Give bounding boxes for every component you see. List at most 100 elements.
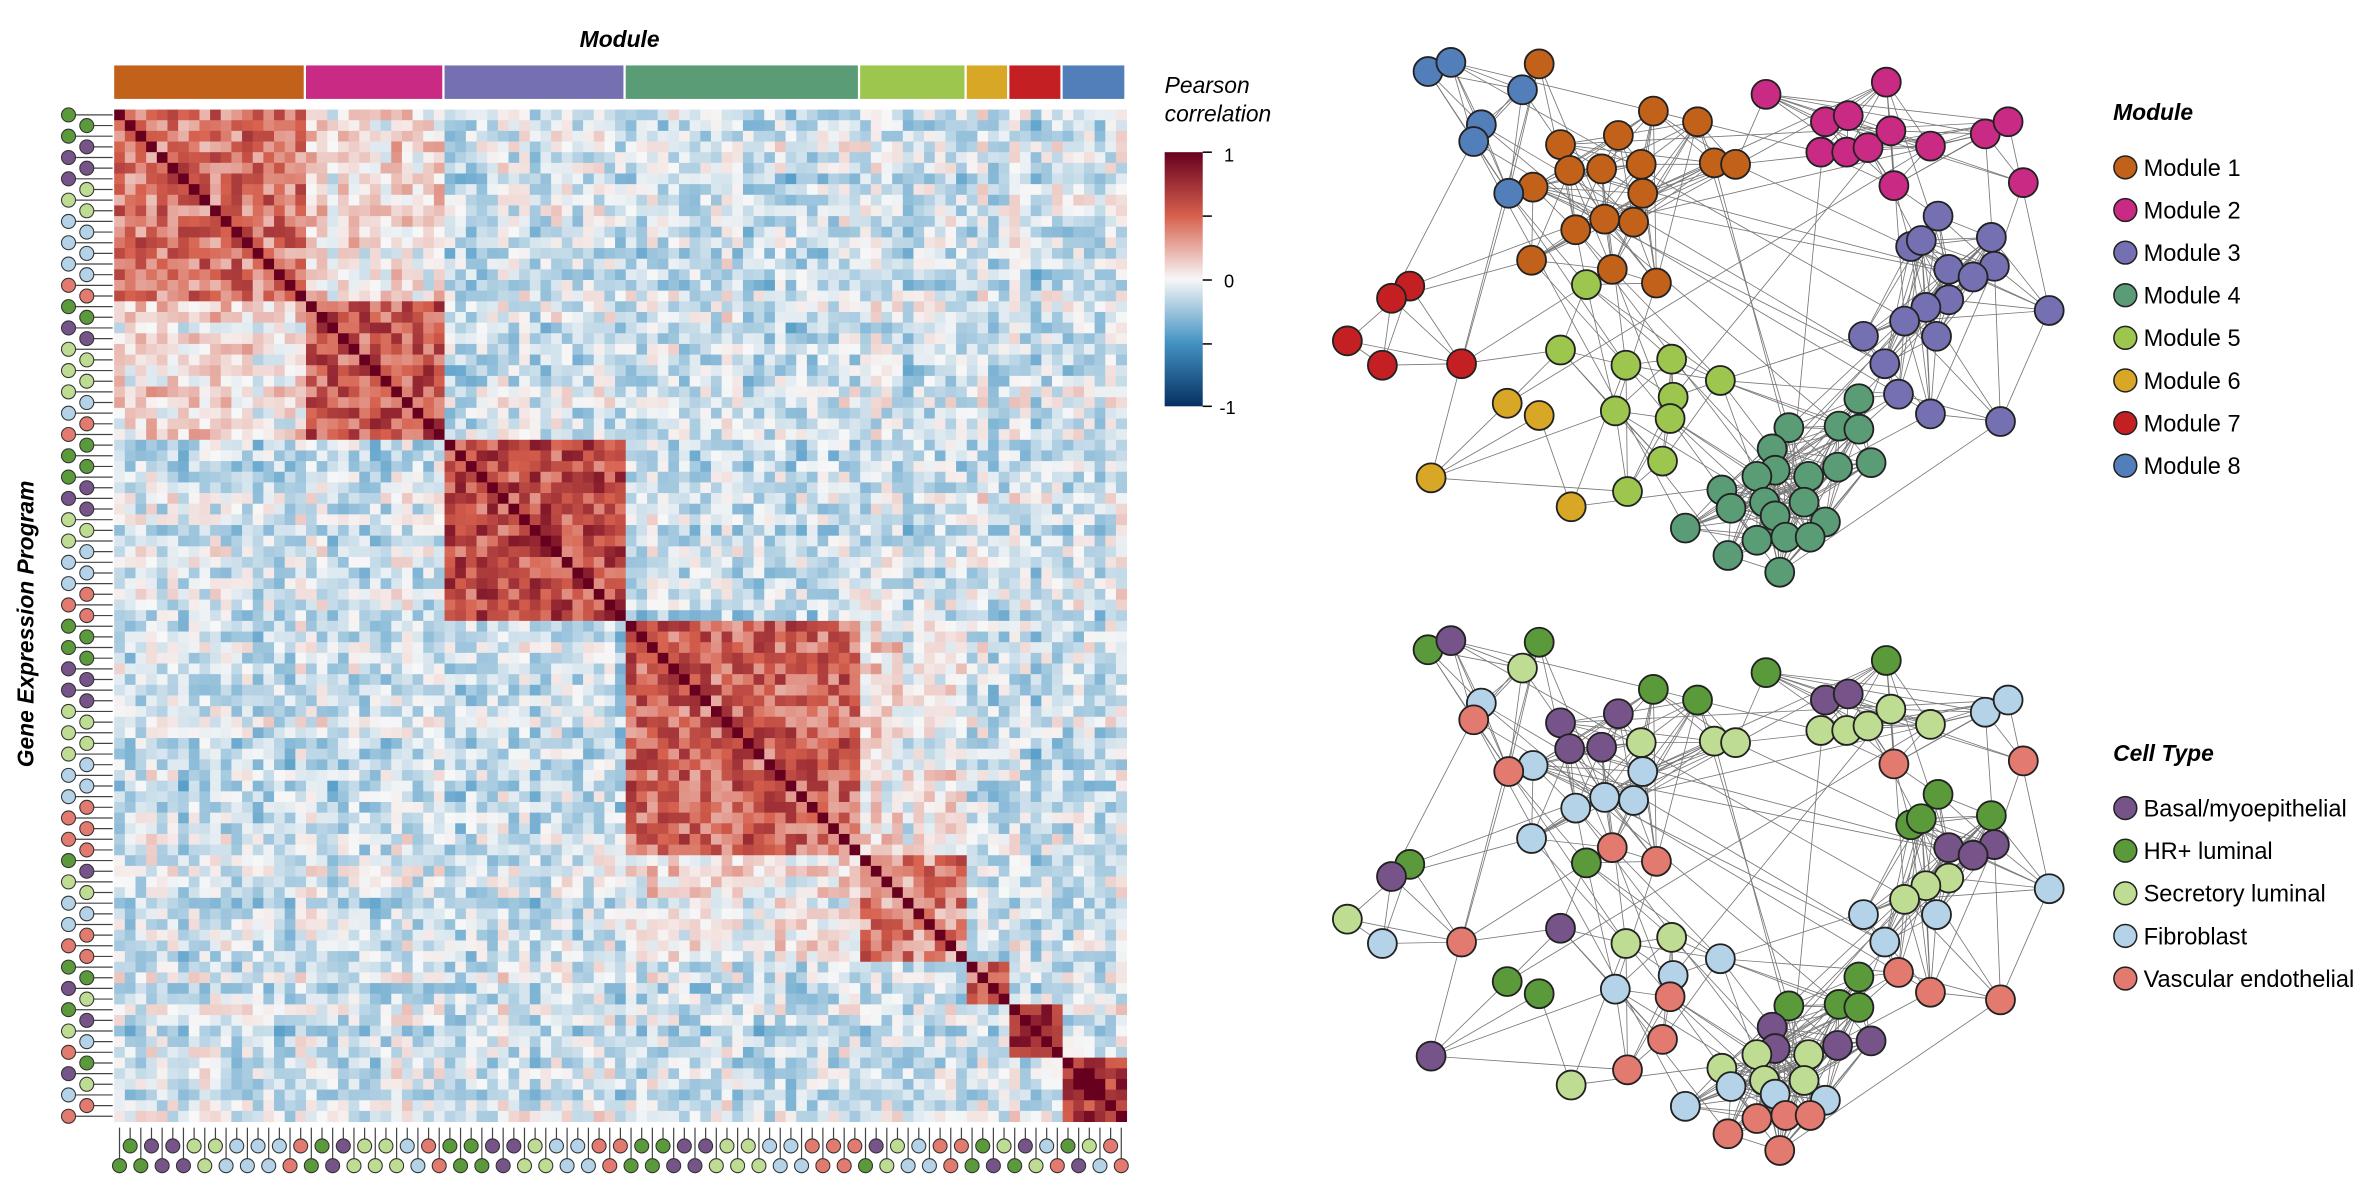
heatmap-cell	[1105, 525, 1117, 537]
heatmap-cell	[242, 290, 254, 302]
heatmap-cell	[913, 375, 925, 387]
heatmap-cell	[242, 311, 254, 324]
heatmap-cell	[732, 642, 744, 654]
heatmap-cell	[369, 397, 382, 409]
heatmap-cell	[455, 333, 467, 345]
heatmap-cell	[710, 407, 723, 419]
heatmap-cell	[710, 450, 723, 462]
heatmap-cell	[412, 237, 424, 249]
heatmap-cell	[988, 610, 1000, 622]
heatmap-cell	[1009, 493, 1021, 505]
heatmap-cell	[785, 152, 797, 164]
heatmap-cell	[369, 290, 382, 302]
heatmap-cell	[625, 471, 637, 483]
heatmap-cell	[1030, 407, 1042, 419]
heatmap-cell	[465, 642, 477, 654]
heatmap-cell	[284, 152, 296, 164]
heatmap-cell	[732, 418, 744, 430]
heatmap-cell	[551, 184, 563, 196]
heatmap-cell	[1073, 120, 1085, 132]
heatmap-cell	[274, 631, 286, 643]
heatmap-cell	[337, 556, 350, 569]
heatmap-cell	[167, 429, 179, 441]
heatmap-cell	[476, 642, 488, 654]
heatmap-cell	[870, 205, 882, 217]
heatmap-cell	[497, 556, 509, 569]
heatmap-cell	[902, 546, 914, 558]
heatmap-cell	[348, 599, 360, 611]
heatmap-cell	[284, 386, 296, 398]
heatmap-cell	[369, 525, 382, 537]
heatmap-cell	[135, 439, 147, 451]
heatmap-cell	[199, 205, 211, 217]
heatmap-cell	[284, 439, 296, 451]
heatmap-cell	[764, 471, 776, 483]
heatmap-cell	[348, 493, 360, 505]
heatmap-cell	[1020, 205, 1032, 217]
heatmap-cell	[274, 578, 286, 590]
heatmap-cell	[945, 194, 957, 206]
heatmap-cell	[337, 471, 350, 483]
heatmap-cell	[199, 152, 211, 164]
heatmap-cell	[689, 365, 701, 377]
heatmap-cell	[274, 141, 286, 153]
heatmap-cell	[721, 588, 733, 601]
heatmap-cell	[210, 290, 222, 302]
heatmap-cell	[785, 450, 797, 462]
heatmap-cell	[785, 162, 797, 174]
heatmap-cell	[838, 141, 850, 153]
heatmap-cell	[135, 205, 147, 217]
heatmap-cell	[1073, 546, 1085, 558]
heatmap-cell	[444, 599, 456, 611]
heatmap-cell	[508, 311, 520, 324]
heatmap-cell	[806, 525, 819, 537]
heatmap-cell	[870, 365, 882, 377]
heatmap-cell	[1052, 205, 1064, 217]
heatmap-cell	[487, 141, 499, 153]
heatmap-cell	[444, 184, 456, 196]
heatmap-cell	[220, 237, 232, 249]
heatmap-cell	[423, 578, 435, 590]
heatmap-cell	[146, 354, 158, 366]
heatmap-cell	[135, 525, 147, 537]
heatmap-cell	[593, 461, 605, 473]
heatmap-cell	[881, 141, 893, 153]
heatmap-cell	[433, 301, 446, 313]
heatmap-cell	[423, 567, 435, 579]
heatmap-cell	[593, 418, 605, 430]
heatmap-cell	[423, 184, 435, 196]
heatmap-cell	[945, 599, 957, 611]
heatmap-cell	[572, 173, 584, 185]
heatmap-cell	[988, 588, 1000, 601]
heatmap-cell	[497, 429, 509, 441]
heatmap-cell	[178, 248, 190, 260]
heatmap-cell	[135, 226, 147, 238]
heatmap-cell	[369, 599, 382, 611]
heatmap-cell	[966, 631, 978, 643]
heatmap-cell	[753, 120, 765, 132]
heatmap-cell	[1030, 173, 1042, 185]
heatmap-cell	[668, 652, 680, 664]
heatmap-cell	[497, 141, 509, 153]
heatmap-cell	[710, 354, 723, 366]
heatmap-cell	[369, 269, 382, 281]
heatmap-cell	[902, 439, 914, 451]
heatmap-cell	[689, 450, 701, 462]
heatmap-cell	[721, 311, 733, 324]
heatmap-cell	[476, 556, 488, 569]
heatmap-cell	[977, 237, 989, 249]
heatmap-cell	[231, 418, 243, 430]
heatmap-cell	[124, 141, 136, 153]
heatmap-cell	[497, 610, 509, 622]
heatmap-cell	[146, 407, 158, 419]
heatmap-cell	[956, 610, 968, 622]
heatmap-cell	[167, 258, 179, 270]
heatmap-cell	[753, 620, 765, 633]
heatmap-cell	[433, 343, 446, 356]
heatmap-cell	[934, 184, 946, 196]
heatmap-cell	[625, 375, 637, 387]
heatmap-cell	[945, 130, 957, 142]
heatmap-cell	[508, 237, 520, 249]
heatmap-cell	[647, 130, 659, 142]
heatmap-cell	[540, 301, 552, 313]
